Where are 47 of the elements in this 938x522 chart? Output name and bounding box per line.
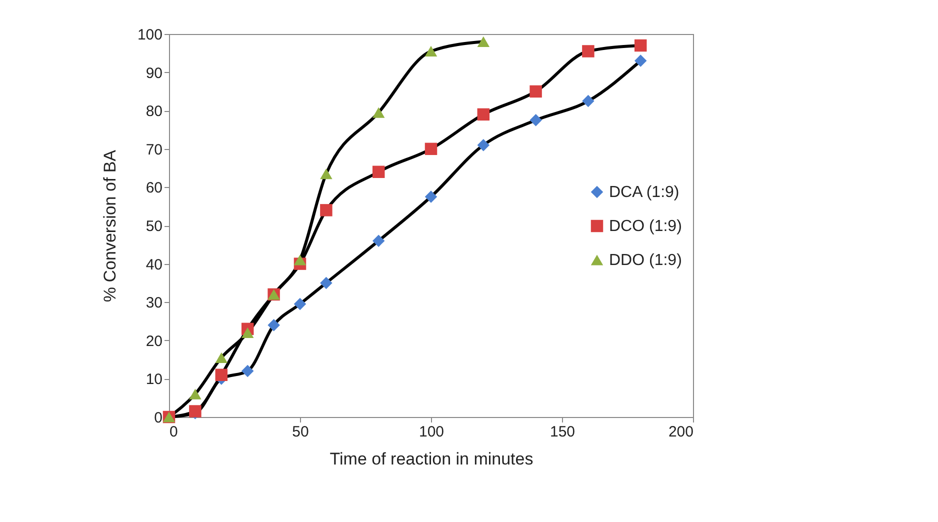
point bbox=[241, 327, 254, 338]
x-tick-label: 50 bbox=[292, 424, 309, 440]
point bbox=[634, 54, 647, 67]
point bbox=[294, 298, 306, 310]
y-tick-label: 90 bbox=[146, 64, 162, 82]
point bbox=[372, 166, 385, 178]
point bbox=[582, 94, 594, 108]
point bbox=[477, 36, 490, 47]
x-tick-label: 150 bbox=[550, 424, 576, 440]
point bbox=[215, 368, 228, 381]
y-tick-label: 100 bbox=[137, 26, 162, 44]
point bbox=[320, 168, 332, 180]
x-axis-title: Time of reaction in minutes bbox=[330, 450, 534, 468]
point bbox=[530, 114, 542, 126]
point bbox=[372, 107, 385, 118]
y-axis-title: % Conversion of BA bbox=[100, 149, 120, 302]
y-tick-label: 0 bbox=[154, 410, 162, 426]
point bbox=[530, 85, 542, 98]
point bbox=[424, 46, 438, 57]
legend-label: DCO (1:9) bbox=[609, 218, 682, 235]
y-tick-label: 10 bbox=[146, 371, 162, 388]
x-tick-label: 200 bbox=[668, 424, 694, 440]
y-tick-label: 80 bbox=[146, 103, 162, 120]
point bbox=[215, 352, 228, 363]
x-tick-label: 0 bbox=[170, 424, 178, 440]
y-tick-label: 70 bbox=[146, 141, 162, 158]
y-tick-label: 20 bbox=[146, 332, 162, 350]
y-tick-label: 40 bbox=[146, 256, 162, 274]
point bbox=[320, 276, 332, 290]
point bbox=[424, 142, 438, 156]
legend-label: DCA (1:9) bbox=[609, 184, 680, 201]
y-tick-label: 30 bbox=[146, 294, 162, 312]
point bbox=[189, 388, 202, 400]
point bbox=[294, 254, 306, 266]
y-tick-label: 60 bbox=[146, 180, 162, 197]
point bbox=[582, 45, 594, 58]
point bbox=[241, 364, 254, 378]
point bbox=[477, 138, 490, 152]
legend-label: DDO (1:9) bbox=[609, 252, 682, 269]
point bbox=[268, 318, 280, 332]
point bbox=[372, 234, 385, 247]
point bbox=[634, 39, 647, 52]
point bbox=[320, 204, 332, 216]
point bbox=[424, 190, 438, 203]
point bbox=[477, 108, 490, 121]
x-tick-label: 100 bbox=[418, 424, 444, 440]
y-tick-label: 50 bbox=[146, 218, 162, 235]
